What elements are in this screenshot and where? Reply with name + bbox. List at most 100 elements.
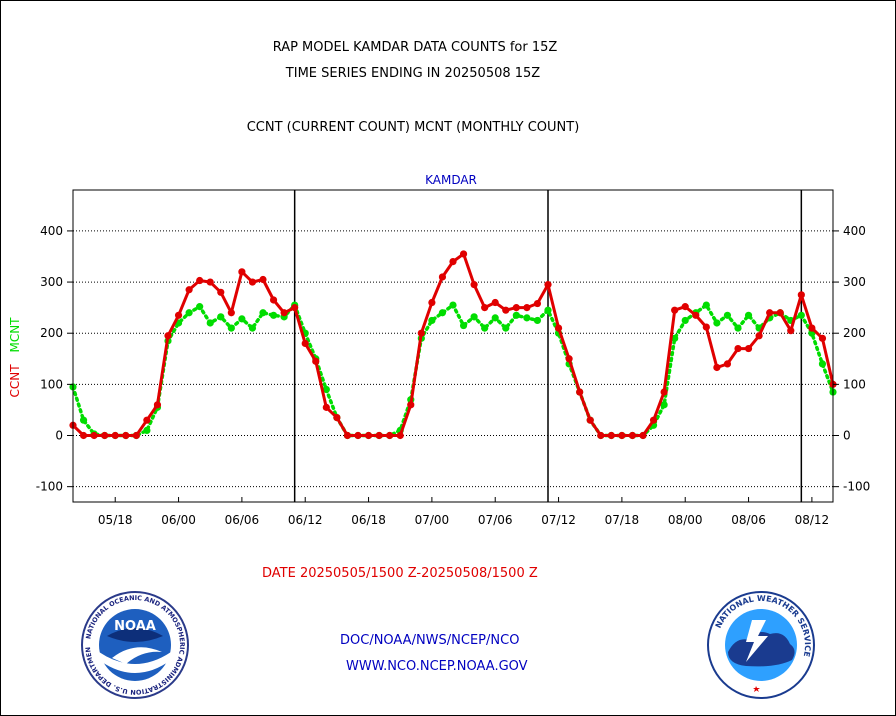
data-point-ccnt: [280, 309, 288, 317]
data-point-ccnt: [586, 416, 594, 424]
x-tick-label: 06/18: [351, 513, 386, 527]
data-point-ccnt: [322, 403, 330, 411]
x-tick-label: 08/12: [795, 513, 830, 527]
data-point-ccnt: [417, 329, 425, 337]
y-tick-label-left: 0: [55, 429, 63, 443]
data-point-ccnt: [692, 311, 700, 319]
data-point-ccnt: [248, 278, 257, 286]
chart-subtitle: CCNT (CURRENT COUNT) MCNT (MONTHLY COUNT…: [246, 120, 580, 135]
data-point-mcnt: [512, 311, 520, 319]
data-point-ccnt: [101, 431, 109, 440]
data-point-ccnt: [312, 357, 320, 365]
y-tick-label-left: 400: [40, 224, 63, 238]
data-point-ccnt: [79, 431, 88, 440]
data-point-ccnt: [533, 299, 542, 308]
data-point-ccnt: [491, 298, 499, 307]
data-point-ccnt: [111, 431, 119, 440]
noaa-logo-text: NOAA: [114, 619, 156, 634]
y-label-mcnt: MCNT: [8, 317, 22, 353]
y-tick-label-right: 300: [843, 275, 866, 289]
data-point-mcnt: [797, 311, 805, 319]
data-point-ccnt: [818, 334, 827, 342]
x-tick-label: 07/06: [478, 513, 513, 527]
data-point-mcnt: [428, 316, 436, 325]
data-point-ccnt: [259, 275, 267, 284]
data-point-ccnt: [164, 332, 172, 340]
data-point-mcnt: [723, 311, 732, 319]
data-point-ccnt: [333, 414, 341, 422]
nws-logo: NATIONAL WEATHER SERVICE: [707, 591, 815, 699]
y-tick-label-right: 200: [843, 326, 866, 340]
data-point-ccnt: [565, 355, 573, 363]
data-point-ccnt: [671, 306, 679, 314]
data-point-ccnt: [649, 416, 658, 424]
data-point-ccnt: [628, 431, 637, 440]
data-point-mcnt: [185, 309, 193, 317]
data-point-ccnt: [512, 304, 520, 312]
data-point-ccnt: [597, 431, 605, 440]
chart-title-line2: TIME SERIES ENDING IN 20250508 15Z: [285, 66, 541, 81]
grid-layer: [73, 190, 833, 502]
data-point-mcnt: [713, 319, 721, 327]
data-point-ccnt: [90, 431, 98, 440]
data-point-ccnt: [185, 286, 193, 294]
y-label-ccnt: CCNT: [8, 364, 22, 398]
data-point-ccnt: [449, 258, 457, 266]
data-point-mcnt: [196, 303, 204, 311]
footer-website: WWW.NCO.NCEP.NOAA.GOV: [346, 659, 528, 674]
data-point-ccnt: [343, 431, 352, 440]
data-point-ccnt: [217, 288, 225, 296]
x-tick-label: 08/00: [668, 513, 703, 527]
data-point-mcnt: [544, 306, 552, 314]
axis-layer: -100 -100 0 0 100 100 200 200 300 300 400 400 05/18 0…: [36, 189, 870, 527]
data-point-mcnt: [818, 360, 827, 368]
data-point-mcnt: [744, 311, 753, 319]
data-point-ccnt: [438, 273, 447, 281]
data-point-ccnt: [723, 360, 732, 368]
data-point-ccnt: [238, 268, 246, 276]
data-point-ccnt: [744, 344, 753, 353]
data-point-mcnt: [533, 316, 542, 325]
x-tick-label: 08/06: [731, 513, 766, 527]
data-point-mcnt: [269, 311, 278, 319]
x-tick-label: 06/00: [161, 513, 196, 527]
data-point-ccnt: [459, 250, 468, 258]
data-point-ccnt: [481, 304, 489, 312]
data-point-mcnt: [671, 334, 679, 342]
data-point-ccnt: [132, 431, 140, 440]
noaa-logo: NATIONAL OCEANIC AND ATMOSPHERIC ADMINIS…: [80, 590, 189, 699]
date-range: DATE 20250505/1500 Z-20250508/1500 Z: [262, 566, 538, 581]
y-tick-label-right: 400: [843, 224, 866, 238]
data-point-ccnt: [618, 431, 626, 440]
data-point-ccnt: [544, 281, 552, 289]
data-point-mcnt: [470, 313, 478, 321]
data-point-ccnt: [354, 431, 362, 440]
data-point-mcnt: [660, 401, 668, 409]
data-point-mcnt: [438, 309, 447, 317]
y-axis-label: CCNT MCNT: [8, 317, 22, 398]
data-point-mcnt: [206, 319, 214, 327]
data-point-ccnt: [174, 311, 183, 319]
data-point-ccnt: [639, 431, 647, 440]
x-tick-label: 07/18: [605, 513, 640, 527]
data-point-ccnt: [470, 281, 478, 289]
x-tick-label: 05/18: [98, 513, 133, 527]
data-point-mcnt: [322, 385, 330, 394]
data-point-ccnt: [554, 324, 563, 332]
data-point-mcnt: [481, 324, 489, 332]
plot-frame: [72, 189, 834, 503]
data-point-ccnt: [375, 431, 383, 440]
footer-agency: DOC/NOAA/NWS/NCEP/NCO: [340, 633, 520, 648]
data-point-mcnt: [259, 309, 267, 317]
data-point-mcnt: [734, 324, 742, 332]
series-layer: [69, 250, 837, 440]
data-point-ccnt: [428, 298, 436, 307]
data-point-ccnt: [143, 416, 151, 424]
data-point-ccnt: [396, 431, 404, 440]
data-point-ccnt: [576, 388, 584, 396]
data-point-ccnt: [787, 327, 795, 335]
data-point-mcnt: [502, 324, 510, 332]
data-point-ccnt: [291, 304, 299, 312]
data-point-ccnt: [269, 296, 278, 304]
